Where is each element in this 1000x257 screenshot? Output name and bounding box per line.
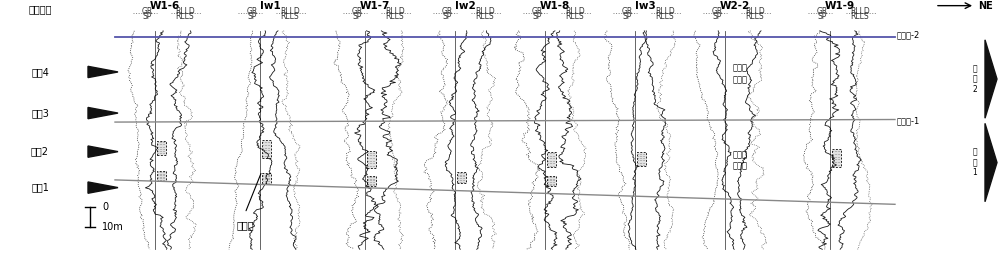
Text: GR: GR	[531, 7, 543, 16]
Text: RLLD: RLLD	[175, 7, 195, 16]
Text: RLLS: RLLS	[746, 12, 764, 21]
Text: GR: GR	[351, 7, 363, 16]
Text: GR: GR	[441, 7, 453, 16]
Text: SP: SP	[622, 12, 632, 21]
Text: NE: NE	[978, 1, 993, 11]
Text: 0: 0	[102, 202, 108, 212]
Text: RLLS: RLLS	[851, 12, 869, 21]
Bar	[832, 149, 841, 167]
Bar	[367, 176, 376, 186]
Text: RLLD: RLLD	[655, 7, 675, 16]
Text: 旋回4: 旋回4	[31, 67, 49, 77]
Text: 超短旋回: 超短旋回	[28, 4, 52, 14]
Polygon shape	[88, 66, 118, 78]
Bar	[547, 152, 556, 167]
Text: 旋回3: 旋回3	[31, 108, 49, 118]
Bar	[367, 151, 376, 168]
Text: SP: SP	[532, 12, 542, 21]
Text: W1-6: W1-6	[150, 2, 180, 11]
Text: 第一套
标志层: 第一套 标志层	[732, 150, 748, 170]
Bar	[457, 172, 466, 183]
Polygon shape	[985, 123, 997, 202]
Text: W1-9: W1-9	[825, 2, 855, 11]
Text: Iw3: Iw3	[635, 2, 655, 11]
Text: RLLD: RLLD	[280, 7, 300, 16]
Text: SP: SP	[817, 12, 827, 21]
Text: 旋
回
1: 旋 回 1	[973, 148, 977, 177]
Text: Iw2: Iw2	[455, 2, 475, 11]
Text: GR: GR	[621, 7, 633, 16]
Text: W1-8: W1-8	[540, 2, 570, 11]
Polygon shape	[985, 40, 997, 118]
Text: GR: GR	[711, 7, 723, 16]
Bar	[157, 141, 166, 155]
Text: GR: GR	[816, 7, 828, 16]
Text: RLLD: RLLD	[745, 7, 765, 16]
Text: RLLD: RLLD	[850, 7, 870, 16]
Text: SP: SP	[712, 12, 722, 21]
Text: SP: SP	[442, 12, 452, 21]
Polygon shape	[88, 182, 118, 193]
Bar	[157, 171, 166, 181]
Text: 第二套
标志层: 第二套 标志层	[732, 64, 748, 84]
Polygon shape	[88, 107, 118, 119]
Text: SP: SP	[247, 12, 257, 21]
Text: RLLS: RLLS	[386, 12, 404, 21]
Text: 洪泛面-1: 洪泛面-1	[897, 116, 920, 125]
Text: GR: GR	[141, 7, 153, 16]
Text: RLLD: RLLD	[385, 7, 405, 16]
Bar	[262, 140, 271, 158]
Text: Iw1: Iw1	[260, 2, 280, 11]
Text: RLLS: RLLS	[656, 12, 674, 21]
Text: 旋
回
2: 旋 回 2	[973, 64, 977, 94]
Bar	[262, 173, 271, 184]
Text: SP: SP	[352, 12, 362, 21]
Text: 10m: 10m	[102, 223, 124, 232]
Text: 射孔段: 射孔段	[236, 220, 254, 230]
Polygon shape	[88, 146, 118, 157]
Text: RLLS: RLLS	[566, 12, 584, 21]
Text: W1-7: W1-7	[360, 2, 390, 11]
Bar	[547, 176, 556, 186]
Text: RLLD: RLLD	[475, 7, 495, 16]
Text: RLLS: RLLS	[281, 12, 299, 21]
Text: RLLD: RLLD	[565, 7, 585, 16]
Text: RLLS: RLLS	[476, 12, 494, 21]
Text: 洪泛面-2: 洪泛面-2	[897, 30, 920, 39]
Text: SP: SP	[142, 12, 152, 21]
Text: W2-2: W2-2	[720, 2, 750, 11]
Text: GR: GR	[246, 7, 258, 16]
Text: 旋回2: 旋回2	[31, 147, 49, 157]
Text: RLLS: RLLS	[176, 12, 194, 21]
Bar	[637, 152, 646, 167]
Text: 旋回1: 旋回1	[31, 183, 49, 192]
